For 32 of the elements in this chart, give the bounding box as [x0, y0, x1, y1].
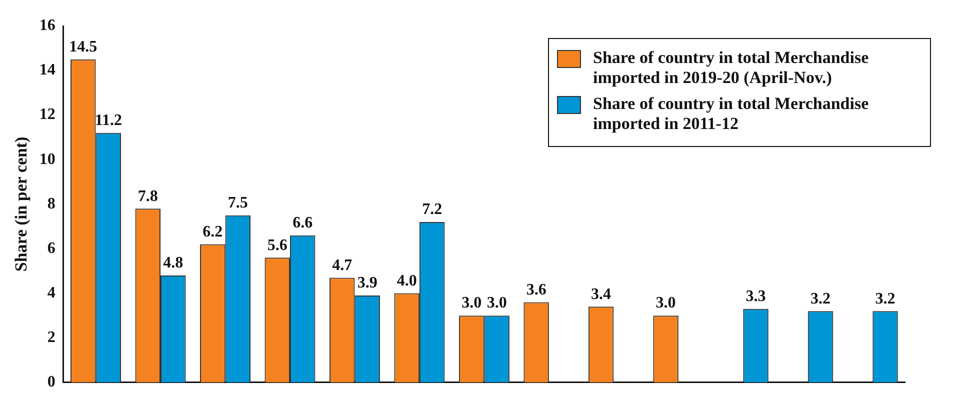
y-tick-label: 12 [39, 106, 56, 124]
data-label: 4.0 [396, 272, 417, 290]
legend-label: Share of country in total Merchandise imported in 2019-20 (April-Nov.) [593, 48, 870, 88]
data-label: 7.2 [422, 201, 442, 218]
y-tick-label: 4 [47, 284, 56, 302]
data-label: 14.5 [69, 38, 98, 56]
data-label: 5.6 [267, 236, 288, 254]
data-label: 7.5 [228, 194, 248, 212]
data-label: 3.0 [486, 294, 507, 312]
data-label: 4.7 [332, 256, 352, 274]
y-tick-label: 6 [47, 240, 56, 257]
data-label: 3.0 [462, 294, 482, 312]
data-label: 11.2 [94, 112, 122, 130]
data-label: 3.0 [656, 294, 676, 312]
y-tick-label: 16 [39, 17, 56, 34]
data-label: 3.4 [591, 286, 612, 303]
data-label: 3.3 [746, 288, 766, 306]
legend-label: Share of country in total Merchandise imported in 2011-12 [593, 94, 870, 134]
data-label: 4.8 [163, 254, 184, 272]
data-label: 7.8 [138, 188, 158, 205]
data-label: 6.2 [202, 223, 223, 240]
data-label: 3.2 [875, 290, 896, 308]
y-tick-label: 2 [47, 328, 56, 346]
data-label: 3.6 [526, 281, 546, 298]
y-tick-label: 0 [47, 374, 56, 391]
data-label: 6.6 [292, 214, 313, 232]
y-tick-label: 10 [39, 150, 56, 168]
y-axis-title: Share (in per cent) [12, 136, 31, 272]
data-label: 3.9 [357, 274, 378, 292]
data-label: 3.2 [810, 290, 831, 308]
y-tick-label: 8 [47, 195, 56, 212]
y-tick-label: 14 [39, 62, 56, 79]
